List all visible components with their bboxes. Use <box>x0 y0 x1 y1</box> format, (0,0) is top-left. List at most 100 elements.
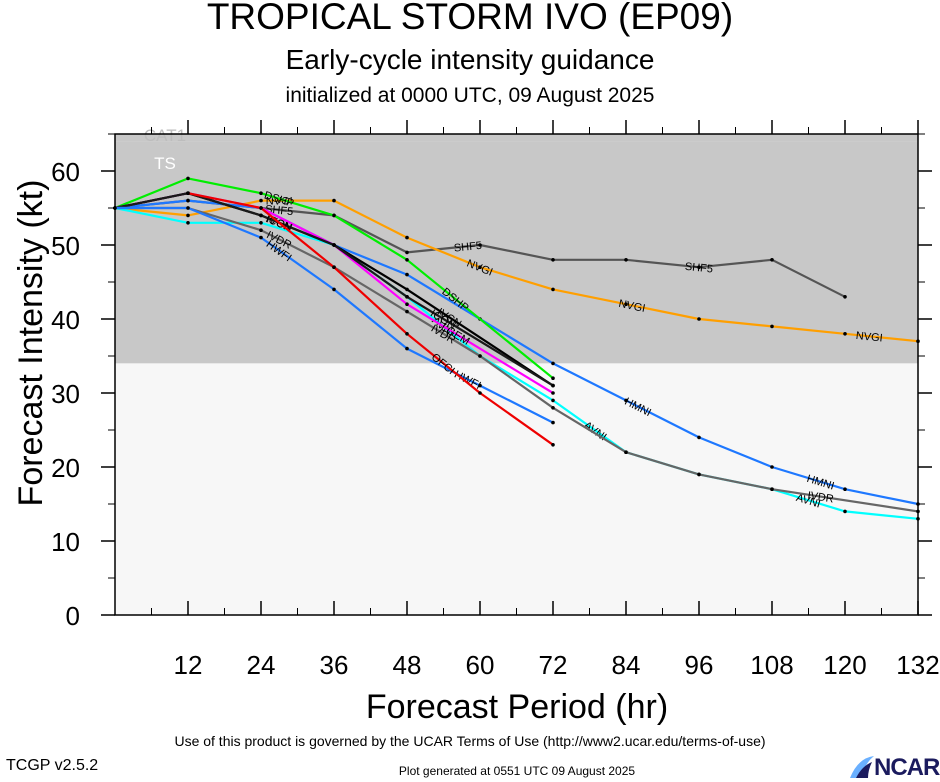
generated-time: Plot generated at 0551 UTC 09 August 202… <box>398 764 636 778</box>
series-line <box>114 177 554 380</box>
ncar-logo-icon <box>850 756 874 778</box>
series-point <box>332 243 336 247</box>
series-point <box>478 383 482 388</box>
series-point <box>697 265 701 270</box>
category-label: TS <box>154 154 176 173</box>
series-line <box>114 206 919 520</box>
chart-subtitle: Early-cycle intensity guidance <box>285 44 655 75</box>
x-tick-label: 84 <box>612 650 641 680</box>
series-point <box>843 509 847 514</box>
series-point <box>770 465 774 469</box>
x-tick-label: 72 <box>539 650 568 680</box>
series-point <box>697 472 701 477</box>
y-tick-label: 10 <box>51 527 80 557</box>
series-point <box>624 302 628 307</box>
series-point <box>405 309 409 314</box>
series-line <box>114 199 919 506</box>
x-tick-label: 12 <box>174 650 203 680</box>
series-point <box>843 487 847 492</box>
series-point <box>551 443 555 447</box>
x-tick-label: 48 <box>393 650 422 680</box>
series-point <box>551 398 555 403</box>
x-tick-label: 108 <box>750 650 793 680</box>
series-point <box>186 191 190 195</box>
series-point <box>186 198 190 203</box>
series-point <box>332 265 336 270</box>
category-label: CAT1 <box>144 126 186 145</box>
series-point <box>624 398 628 403</box>
series-point <box>405 235 409 240</box>
category-band <box>115 363 918 615</box>
ncar-logo-text: NCAR <box>874 754 940 781</box>
series-point <box>551 376 555 381</box>
series-label: SHF5 <box>684 261 713 276</box>
series-point <box>405 250 409 255</box>
series-point <box>186 213 190 218</box>
series-label: NVGI <box>855 330 883 345</box>
series-point <box>259 235 263 240</box>
series-label: NVGI <box>266 196 293 208</box>
series-point <box>259 206 263 210</box>
series-point <box>551 420 555 425</box>
series-point <box>770 487 774 492</box>
series-point <box>551 287 555 292</box>
series-point <box>551 361 555 366</box>
series-point <box>259 198 263 203</box>
series-label: SHF5 <box>453 240 482 255</box>
series-layer: SHF5SHF5SHF5NVGINVGINVGINVGIHMNIHMNIAVNI… <box>113 176 920 521</box>
y-tick-label: 0 <box>66 601 80 631</box>
series-point <box>551 258 555 262</box>
y-tick-label: 30 <box>51 379 80 409</box>
series-point <box>697 317 701 321</box>
series-point <box>478 391 482 395</box>
series-point <box>405 258 409 262</box>
series-point <box>259 191 263 195</box>
series-point <box>405 272 409 277</box>
series-point <box>405 302 409 307</box>
series-label: NVGI <box>618 298 647 315</box>
series-point <box>259 213 263 218</box>
plot-frame <box>114 133 919 616</box>
series-point <box>843 332 847 336</box>
x-tick-label: 60 <box>466 650 495 680</box>
series-point <box>186 176 190 181</box>
x-tick-label: 120 <box>823 650 866 680</box>
series-point <box>259 221 263 225</box>
tick-labels: 12 24 36 48 60 72 84 96 108 120 132 0 10 20 30 40 50 60 <box>51 157 940 680</box>
init-time: initialized at 0000 UTC, 09 August 2025 <box>285 84 655 107</box>
x-tick-label: 24 <box>247 650 276 680</box>
x-tick-label: 132 <box>896 650 939 680</box>
series-point <box>624 258 628 262</box>
terms-of-use: Use of this product is governed by the U… <box>174 733 766 749</box>
y-axis-label: Forecast Intensity (kt) <box>12 180 50 507</box>
series-line <box>114 199 919 343</box>
series-point <box>697 435 701 440</box>
series-point <box>405 295 409 299</box>
series-point <box>405 346 409 351</box>
series-point <box>332 287 336 292</box>
series-point <box>551 391 555 395</box>
series-point <box>478 265 482 270</box>
series-point <box>843 295 847 299</box>
series-point <box>770 258 774 262</box>
y-tick-label: 60 <box>51 157 80 187</box>
y-tick-label: 20 <box>51 453 80 483</box>
series-point <box>551 406 555 410</box>
series-point <box>405 332 409 336</box>
category-bands: TS CAT1 <box>115 126 918 615</box>
series-point <box>551 383 555 388</box>
series-point <box>770 324 774 329</box>
series-point <box>478 243 482 247</box>
series-point <box>186 221 190 225</box>
chart-title: TROPICAL STORM IVO (EP09) <box>206 0 734 37</box>
y-tick-label: 40 <box>51 305 80 335</box>
series-point <box>332 198 336 203</box>
y-tick-label: 50 <box>51 231 80 261</box>
series-label: IVDR <box>807 490 835 506</box>
version-label: TCGP v2.5.2 <box>6 757 99 774</box>
series-point <box>186 206 190 210</box>
series-point <box>332 213 336 218</box>
series-point <box>478 354 482 358</box>
